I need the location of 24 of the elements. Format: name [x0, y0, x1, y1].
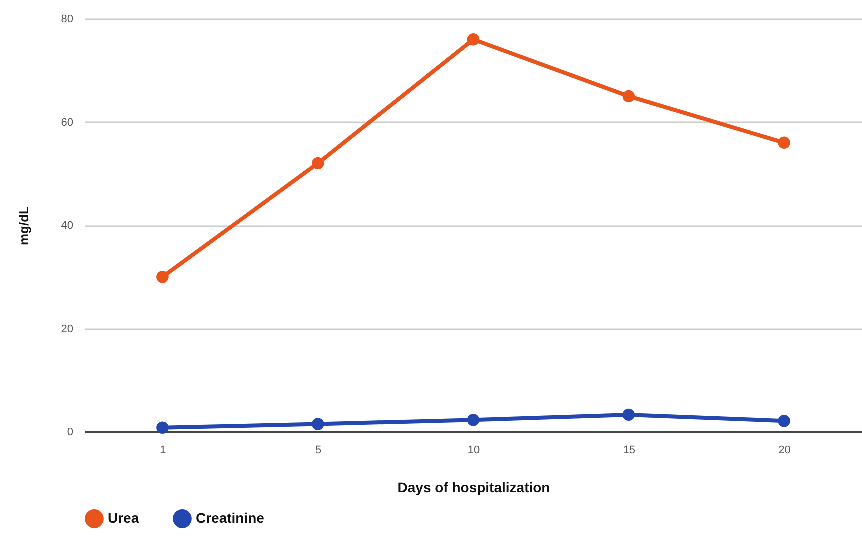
point — [778, 415, 790, 428]
x-tick-label: 5 — [316, 444, 322, 456]
point — [622, 90, 636, 103]
x-tick-label: 1 — [160, 444, 166, 456]
y-tick-label: 40 — [61, 220, 74, 232]
y-tick-label: 60 — [61, 116, 74, 129]
y-axis-title: mg/dL — [16, 206, 32, 246]
y-tick-label: 0 — [67, 426, 74, 438]
x-tick-label: 20 — [778, 444, 791, 456]
x-tick-label: 15 — [623, 444, 636, 456]
legend-label: Urea — [108, 510, 140, 526]
point — [622, 408, 636, 422]
point — [467, 34, 480, 46]
y-tick-label: 80 — [61, 14, 74, 26]
point — [312, 418, 324, 430]
x-axis-title: Days of hospitalization — [398, 480, 550, 496]
point — [312, 157, 324, 170]
point — [156, 422, 169, 434]
point — [778, 136, 790, 150]
point — [467, 414, 480, 426]
y-tick-label: 20 — [61, 323, 74, 336]
x-tick-label: 10 — [468, 444, 480, 456]
legend-label: Creatinine — [196, 510, 265, 526]
point — [156, 271, 169, 284]
